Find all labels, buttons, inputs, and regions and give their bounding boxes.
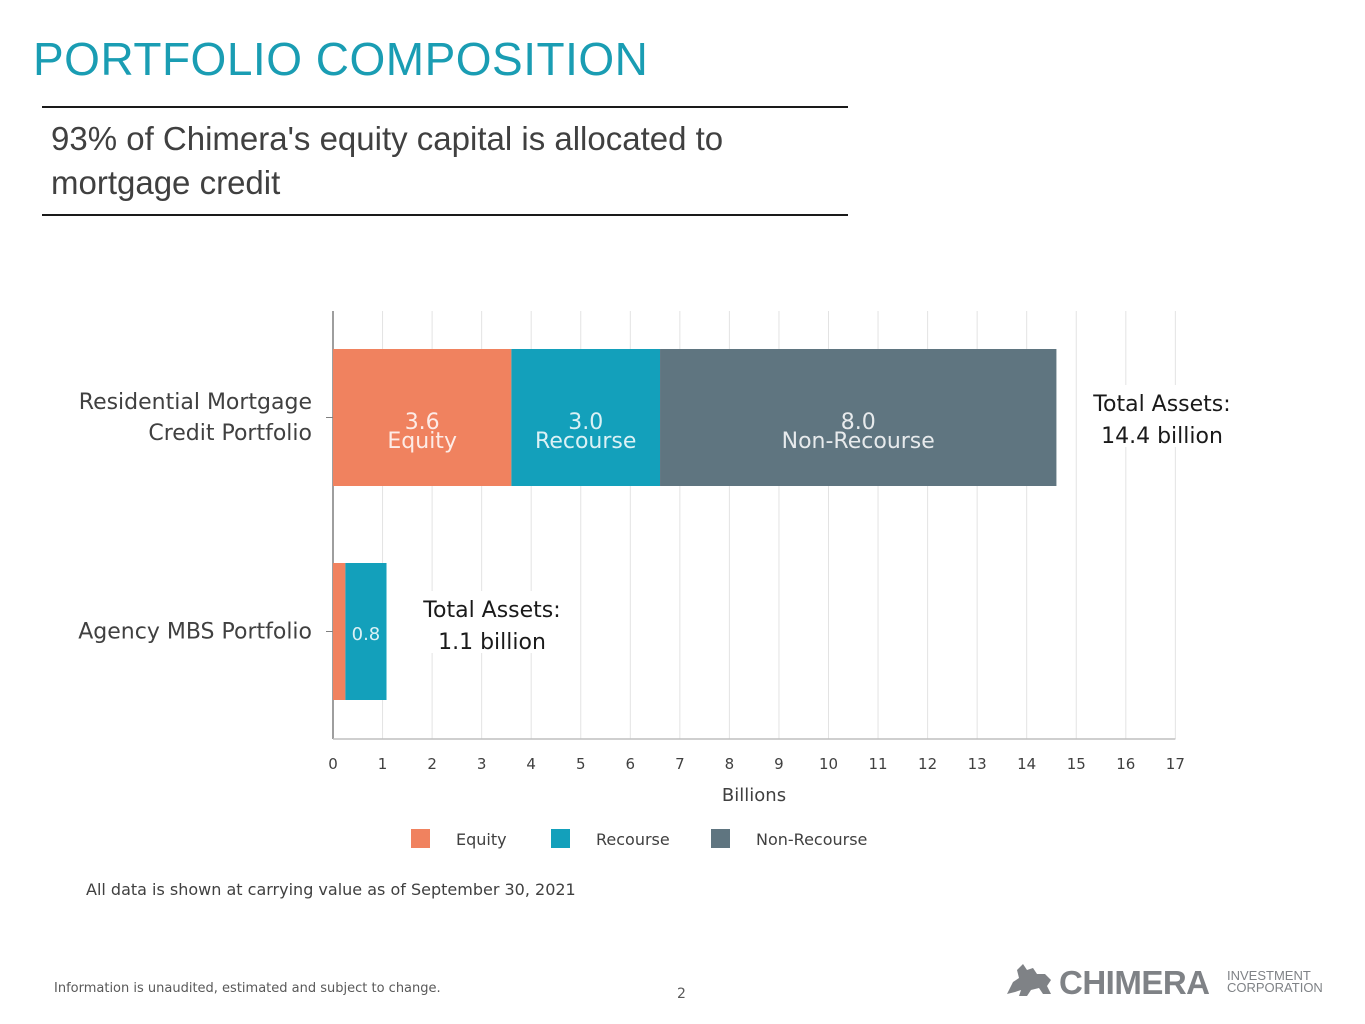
chimera-creature-icon [1007,964,1051,996]
data-label-series: Equity [387,429,457,454]
x-tick-label: 8 [725,755,735,773]
x-tick-label: 13 [968,755,987,773]
data-label-value: 8.0 [841,410,876,435]
x-tick-label: 9 [774,755,784,773]
category-label: Credit Portfolio [148,421,312,446]
x-tick-label: 3 [477,755,487,773]
logo-sub-line2: CORPORATION [1227,980,1323,995]
total-assets-annotation: Total Assets: [422,598,560,623]
legend-label: Equity [456,830,507,849]
page-number: 2 [677,986,686,1002]
data-label-series: Recourse [535,429,636,454]
page-subtitle: 93% of Chimera's equity capital is alloc… [51,120,724,201]
logo-name: CHIMERA [1059,964,1210,1001]
category-label: Agency MBS Portfolio [78,620,312,645]
x-tick-label: 0 [328,755,338,773]
x-tick-label: 4 [526,755,536,773]
x-tick-label: 11 [869,755,888,773]
x-tick-label: 2 [427,755,437,773]
x-tick-label: 1 [378,755,388,773]
total-assets-annotation: 14.4 billion [1101,424,1223,449]
x-tick-label: 14 [1017,755,1036,773]
page-title: PORTFOLIO COMPOSITION [33,33,649,85]
total-assets-annotation: Total Assets: [1092,392,1230,417]
bar-segment-recourse [511,349,661,486]
data-label-value: 3.0 [568,410,603,435]
x-tick-label: 5 [576,755,586,773]
x-tick-label: 17 [1166,755,1185,773]
bar-segment-non-recourse [660,349,1057,486]
data-label-value: 0.8 [352,624,381,645]
x-axis-title: Billions [722,785,786,806]
bar-segment-equity [333,563,346,700]
x-tick-label: 10 [819,755,838,773]
x-tick-label: 16 [1116,755,1135,773]
legend-swatch [411,829,430,848]
data-label-value: 3.6 [405,410,440,435]
logo-subtitle: INVESTMENT CORPORATION [1227,968,1323,995]
logo-sub-line1: INVESTMENT [1227,968,1311,983]
category-label: Residential Mortgage [79,390,312,415]
legend-swatch [551,829,570,848]
legend-label: Non-Recourse [756,830,867,849]
bar-segment-equity [333,349,512,486]
bar-segment-recourse [345,563,387,700]
x-tick-label: 6 [626,755,636,773]
chimera-logo: CHIMERA INVESTMENT CORPORATION [1003,960,1343,1002]
footer-disclaimer: Information is unaudited, estimated and … [54,981,441,996]
legend-swatch [711,829,730,848]
data-label-series: Non-Recourse [782,429,935,454]
x-tick-label: 12 [918,755,937,773]
subtitle-top-rule [42,106,848,108]
annotation-background [1086,385,1238,447]
subtitle-bottom-rule [42,214,848,216]
portfolio-bar-chart: 0 1 2 3 4 5 6 7 8 9 10 11 12 13 14 15 16 17Billions3.6Equ… [78,311,1238,849]
total-assets-annotation: 1.1 billion [438,630,546,655]
legend-label: Recourse [596,830,670,849]
x-tick-label: 15 [1067,755,1086,773]
chart-footnote: All data is shown at carrying value as o… [86,880,576,899]
x-tick-label: 7 [675,755,685,773]
annotation-background [416,591,568,653]
